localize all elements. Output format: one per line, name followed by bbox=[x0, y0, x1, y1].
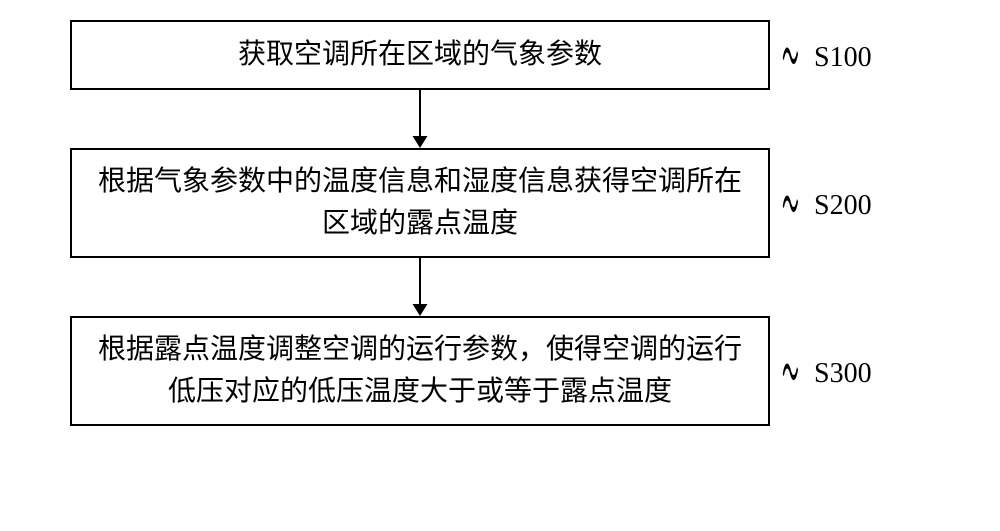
flow-step-text: 根据气象参数中的温度信息和湿度信息获得空调所在区域的露点温度 bbox=[92, 161, 748, 245]
flow-step-box-s200: 根据气象参数中的温度信息和湿度信息获得空调所在区域的露点温度 bbox=[70, 148, 770, 258]
arrow-down-icon bbox=[400, 258, 440, 316]
flowchart-container: 获取空调所在区域的气象参数 〜S100 根据气象参数中的温度信息和湿度信息获得空… bbox=[70, 20, 930, 426]
flow-connector bbox=[70, 258, 770, 316]
flow-step-row: 根据气象参数中的温度信息和湿度信息获得空调所在区域的露点温度 〜S200 bbox=[70, 148, 930, 258]
arrow-down-icon bbox=[400, 90, 440, 148]
flow-step-label-s300: 〜S300 bbox=[782, 351, 872, 391]
flow-step-label-s200: 〜S200 bbox=[782, 183, 872, 223]
brace-icon: 〜 bbox=[782, 159, 799, 247]
flow-step-box-s100: 获取空调所在区域的气象参数 bbox=[70, 20, 770, 90]
flow-step-label-text: S100 bbox=[814, 42, 872, 73]
flow-step-label-s100: 〜S100 bbox=[782, 35, 872, 75]
flow-step-text: 获取空调所在区域的气象参数 bbox=[238, 34, 602, 76]
flow-step-row: 根据露点温度调整空调的运行参数，使得空调的运行低压对应的低压温度大于或等于露点温… bbox=[70, 316, 930, 426]
flow-step-text: 根据露点温度调整空调的运行参数，使得空调的运行低压对应的低压温度大于或等于露点温… bbox=[92, 329, 748, 413]
flow-step-label-text: S300 bbox=[814, 358, 872, 389]
flow-step-row: 获取空调所在区域的气象参数 〜S100 bbox=[70, 20, 930, 90]
flow-connector bbox=[70, 90, 770, 148]
brace-icon: 〜 bbox=[782, 327, 799, 415]
flow-step-label-text: S200 bbox=[814, 190, 872, 221]
brace-icon: 〜 bbox=[782, 11, 799, 99]
flow-step-box-s300: 根据露点温度调整空调的运行参数，使得空调的运行低压对应的低压温度大于或等于露点温… bbox=[70, 316, 770, 426]
